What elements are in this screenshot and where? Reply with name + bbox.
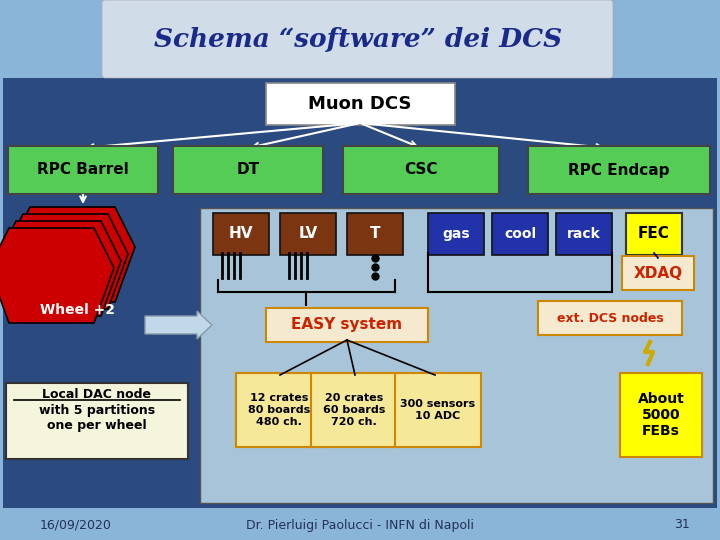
FancyBboxPatch shape: [556, 213, 612, 255]
FancyBboxPatch shape: [343, 146, 499, 194]
Text: EASY system: EASY system: [292, 318, 402, 333]
FancyBboxPatch shape: [626, 213, 682, 255]
FancyBboxPatch shape: [102, 0, 613, 78]
Text: T: T: [370, 226, 380, 241]
Text: 20 crates
60 boards
720 ch.: 20 crates 60 boards 720 ch.: [323, 394, 385, 427]
FancyBboxPatch shape: [347, 213, 403, 255]
FancyBboxPatch shape: [200, 208, 713, 503]
Text: Dr. Pierluigi Paolucci - INFN di Napoli: Dr. Pierluigi Paolucci - INFN di Napoli: [246, 518, 474, 531]
Polygon shape: [10, 207, 135, 302]
Text: gas: gas: [442, 227, 470, 241]
FancyBboxPatch shape: [528, 146, 710, 194]
FancyBboxPatch shape: [311, 373, 397, 447]
Text: 300 sensors
10 ADC: 300 sensors 10 ADC: [400, 399, 476, 421]
FancyBboxPatch shape: [492, 213, 548, 255]
Text: HV: HV: [229, 226, 253, 241]
FancyBboxPatch shape: [538, 301, 682, 335]
Text: RPC Barrel: RPC Barrel: [37, 163, 129, 178]
FancyBboxPatch shape: [213, 213, 269, 255]
Text: About
5000
FEBs: About 5000 FEBs: [638, 392, 685, 438]
Polygon shape: [3, 214, 128, 309]
Polygon shape: [0, 221, 121, 316]
Text: LV: LV: [298, 226, 318, 241]
Text: DT: DT: [236, 163, 260, 178]
Text: ext. DCS nodes: ext. DCS nodes: [557, 312, 663, 325]
Text: rack: rack: [567, 227, 601, 241]
Text: FEC: FEC: [638, 226, 670, 241]
Text: 16/09/2020: 16/09/2020: [40, 518, 112, 531]
FancyBboxPatch shape: [236, 373, 322, 447]
FancyBboxPatch shape: [8, 146, 158, 194]
Text: Local DAC node: Local DAC node: [42, 388, 151, 401]
FancyBboxPatch shape: [173, 146, 323, 194]
Text: 12 crates
80 boards
480 ch.: 12 crates 80 boards 480 ch.: [248, 394, 310, 427]
FancyBboxPatch shape: [266, 308, 428, 342]
FancyArrow shape: [145, 311, 212, 339]
Text: with 5 partitions
one per wheel: with 5 partitions one per wheel: [39, 404, 155, 432]
FancyBboxPatch shape: [3, 78, 717, 508]
Text: Wheel +2: Wheel +2: [40, 303, 115, 317]
FancyBboxPatch shape: [622, 256, 694, 290]
Text: XDAQ: XDAQ: [634, 266, 683, 280]
Text: RPC Endcap: RPC Endcap: [568, 163, 670, 178]
Text: Schema “software” dei DCS: Schema “software” dei DCS: [154, 28, 562, 52]
Polygon shape: [0, 228, 114, 323]
Text: Muon DCS: Muon DCS: [308, 95, 412, 113]
FancyBboxPatch shape: [395, 373, 481, 447]
Text: CSC: CSC: [404, 163, 438, 178]
FancyBboxPatch shape: [280, 213, 336, 255]
FancyBboxPatch shape: [428, 213, 484, 255]
FancyBboxPatch shape: [266, 83, 455, 125]
Text: 31: 31: [674, 518, 690, 531]
FancyBboxPatch shape: [620, 373, 702, 457]
FancyBboxPatch shape: [6, 383, 188, 459]
Text: cool: cool: [504, 227, 536, 241]
